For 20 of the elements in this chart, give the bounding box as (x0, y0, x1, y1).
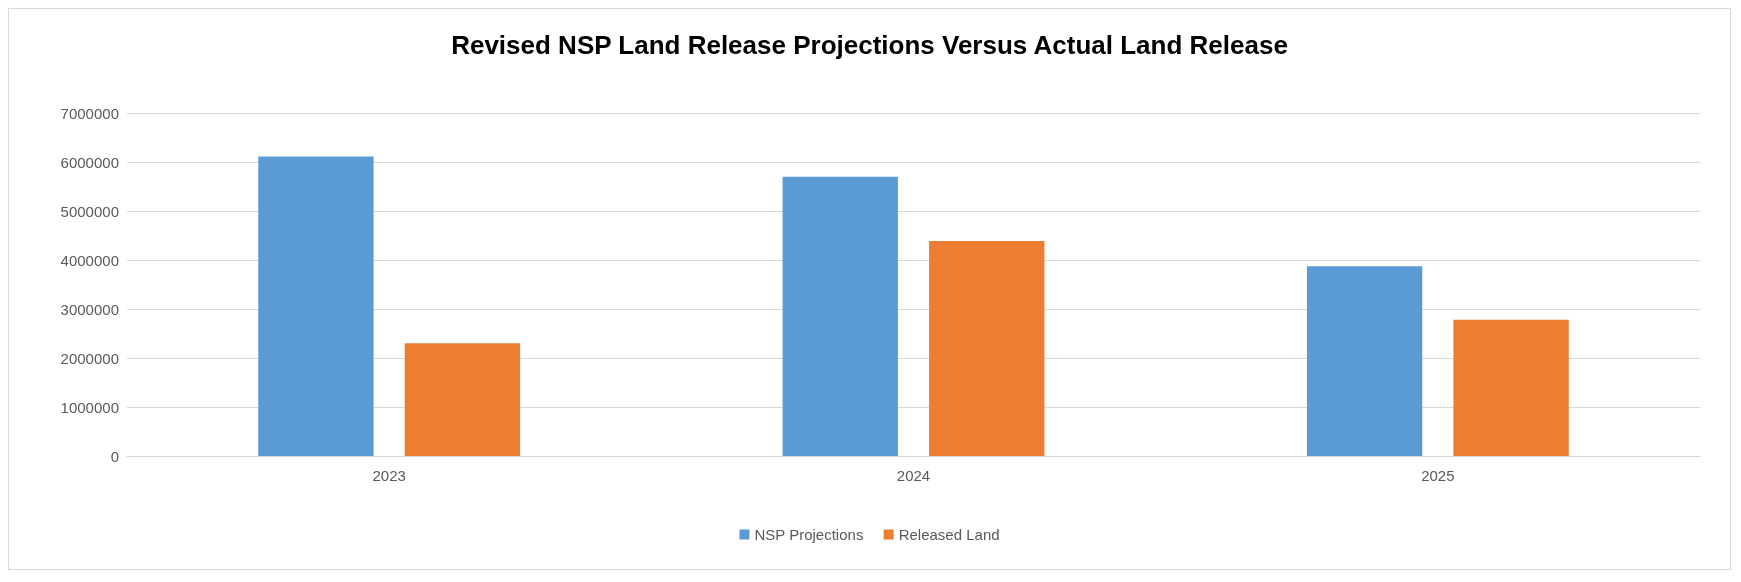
bar (258, 156, 374, 456)
y-tick-label: 7000000 (60, 104, 119, 122)
y-tick-label: 4000000 (60, 251, 119, 269)
chart-title: Revised NSP Land Release Projections Versus Actual Land Release (451, 30, 1288, 60)
x-tick-label: 2025 (1421, 467, 1455, 484)
x-tick-label: 2024 (896, 467, 931, 484)
bar (1306, 266, 1423, 456)
y-tick-label: 1000000 (60, 398, 119, 416)
x-tick-label: 2023 (372, 467, 406, 484)
bar (782, 176, 898, 456)
y-tick-label: 0 (110, 447, 119, 465)
y-tick-label: 6000000 (60, 153, 119, 171)
legend-label: NSP Projections (754, 526, 864, 543)
bar (404, 343, 521, 456)
y-tick-label: 2000000 (60, 349, 119, 367)
legend-label: Released Land (898, 526, 1000, 543)
y-tick-label: 5000000 (60, 202, 119, 220)
y-tick-label: 3000000 (60, 300, 119, 318)
bar (929, 240, 1045, 456)
bar (1453, 319, 1569, 456)
